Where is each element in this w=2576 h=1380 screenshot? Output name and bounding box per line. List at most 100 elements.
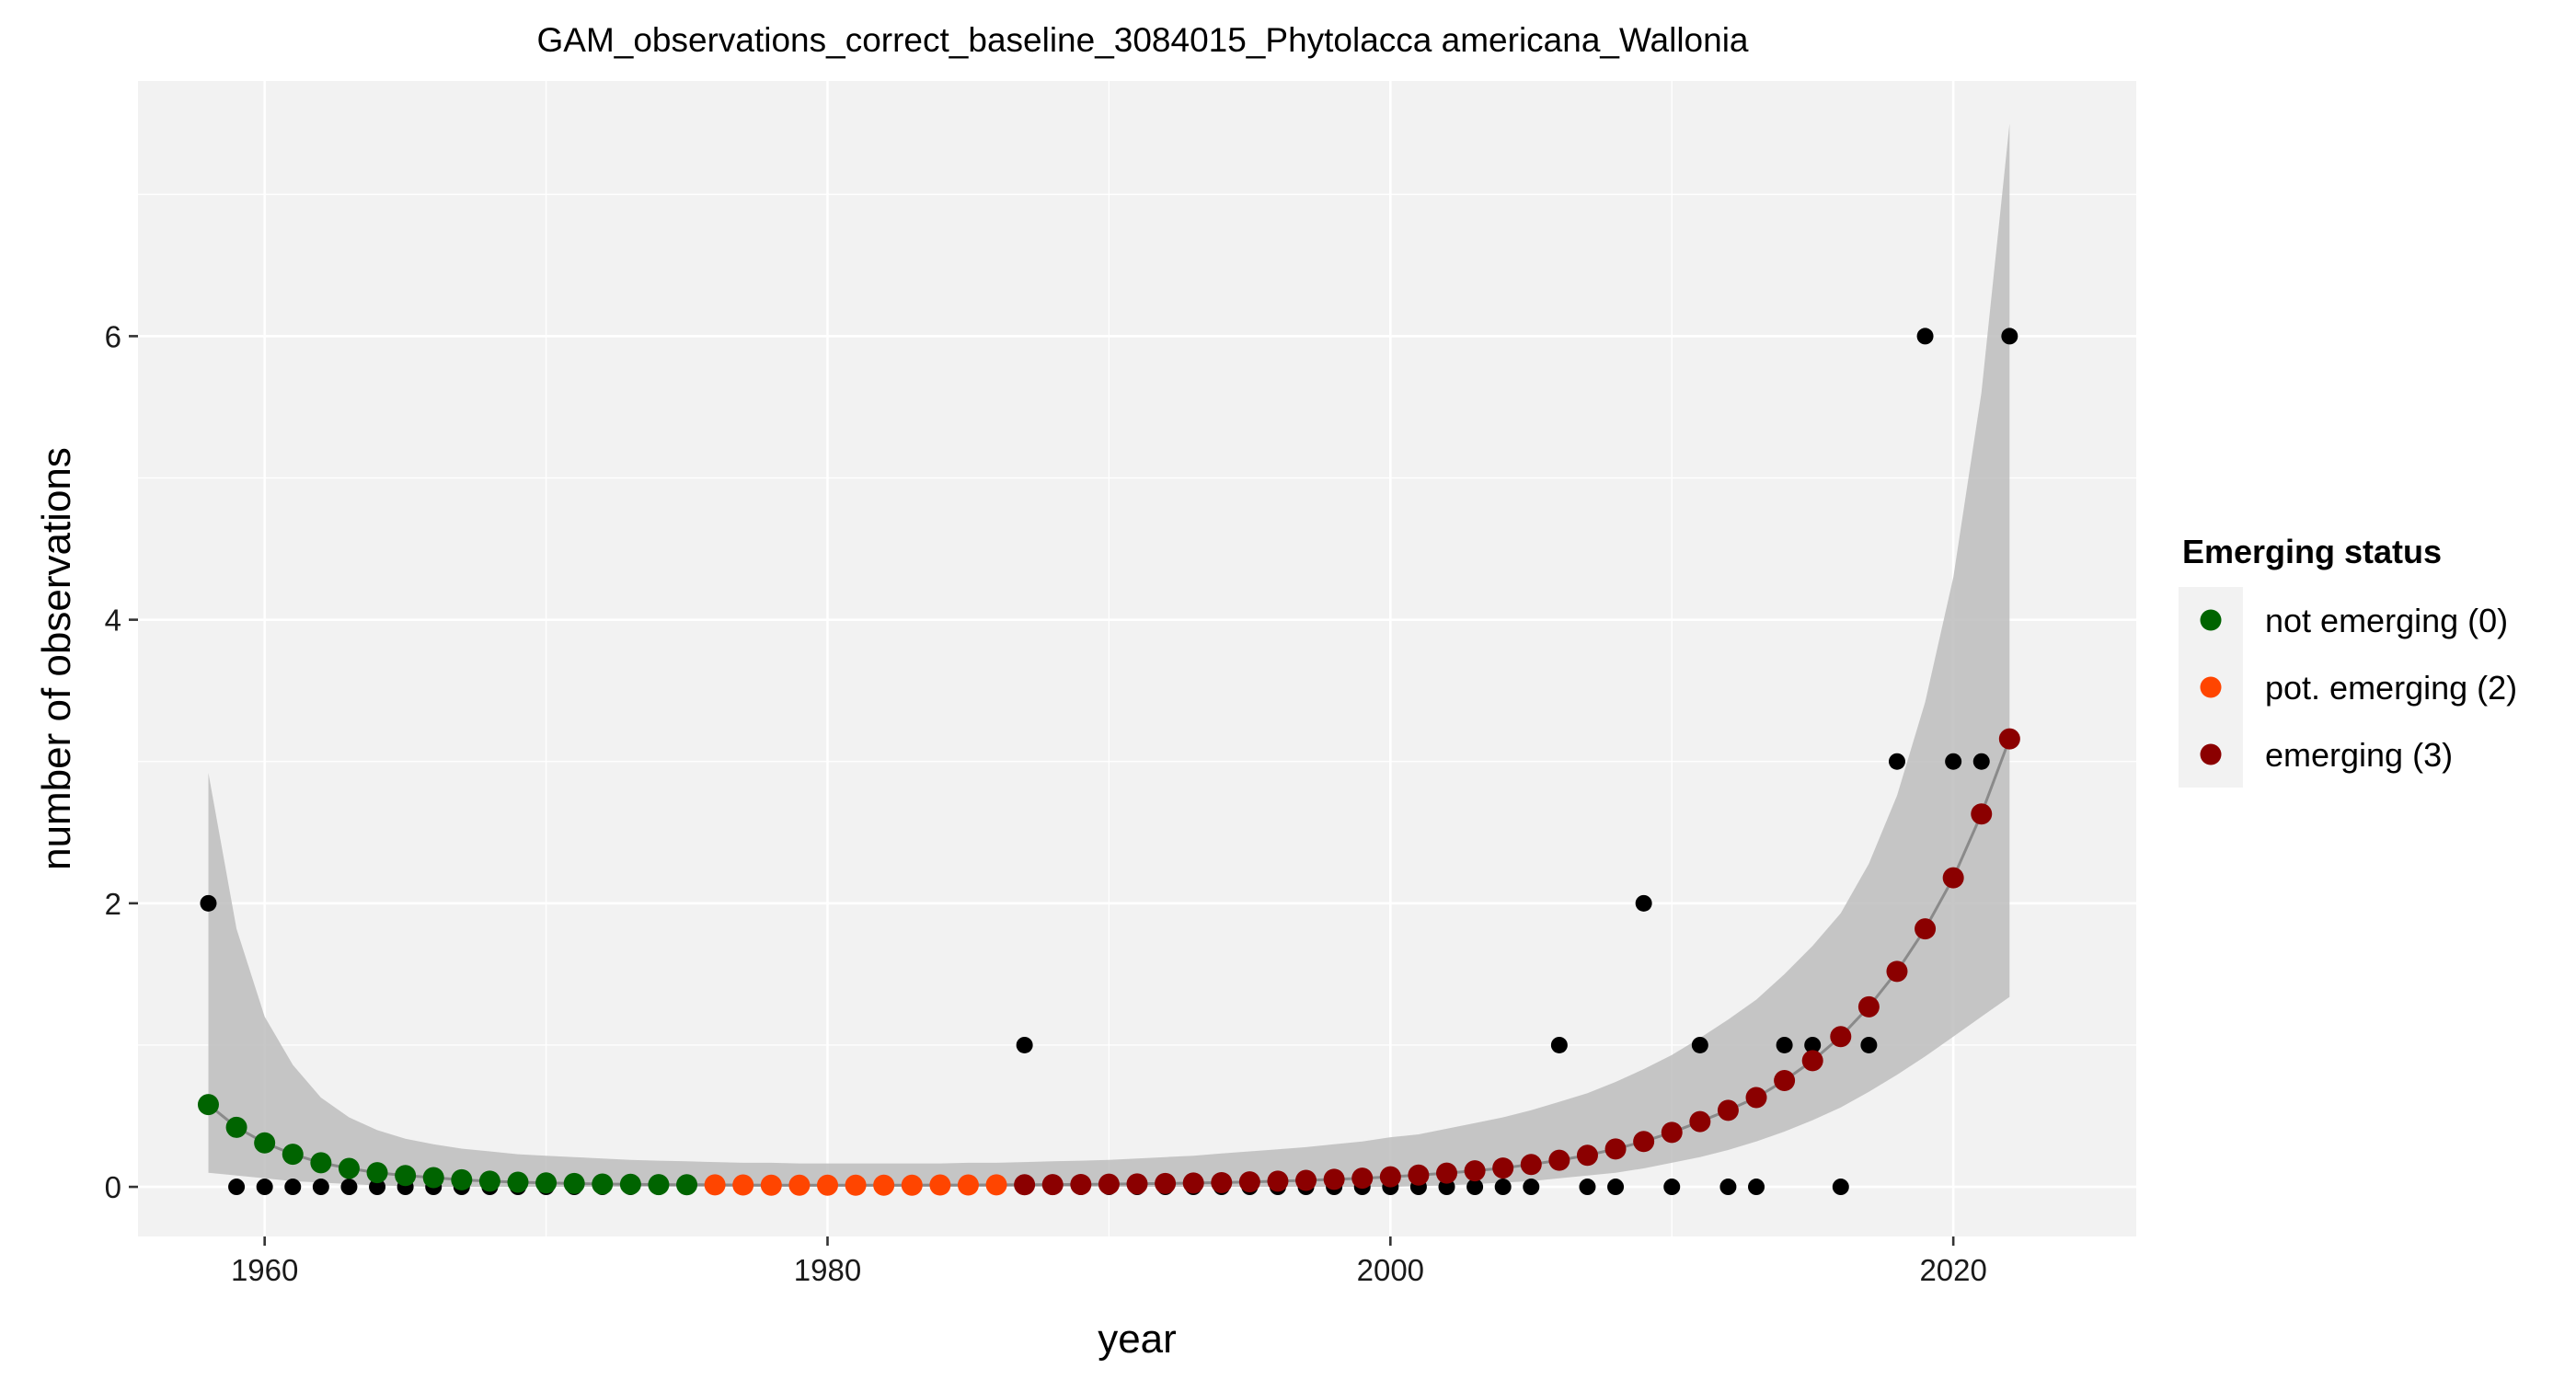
observation-point xyxy=(1691,1036,1708,1053)
pot-emerging-point xyxy=(873,1174,895,1196)
confidence-band xyxy=(208,123,2010,1188)
x-axis-title: year xyxy=(1098,1317,1177,1362)
not-emerging-point xyxy=(619,1173,641,1195)
observation-point xyxy=(1579,1179,1596,1196)
emerging-point xyxy=(1633,1131,1655,1153)
emerging-point xyxy=(1576,1144,1598,1167)
x-tick-label: 1960 xyxy=(231,1253,298,1287)
not-emerging-point xyxy=(592,1173,614,1195)
y-tick-label: 0 xyxy=(105,1170,121,1204)
observation-point xyxy=(1719,1179,1737,1196)
emerging-point xyxy=(1745,1087,1767,1109)
not-emerging-point xyxy=(422,1167,444,1189)
not-emerging-point xyxy=(535,1172,558,1194)
not-emerging-point xyxy=(338,1157,360,1179)
legend-title: Emerging status xyxy=(2182,533,2442,570)
pot-emerging-point xyxy=(816,1174,838,1196)
emerging-point xyxy=(1548,1149,1570,1171)
not-emerging-point xyxy=(648,1174,670,1196)
y-tick-label: 4 xyxy=(105,604,121,638)
observation-point xyxy=(1832,1179,1849,1196)
observation-point xyxy=(1663,1179,1681,1196)
emerging-point xyxy=(1408,1164,1430,1186)
not-emerging-point xyxy=(282,1144,304,1166)
emerging-point xyxy=(1971,803,1993,825)
emerging-point xyxy=(1857,995,1880,1018)
not-emerging-point xyxy=(563,1172,585,1194)
emerging-point xyxy=(1689,1110,1711,1133)
emerging-point xyxy=(1211,1171,1233,1193)
not-emerging-point xyxy=(254,1132,276,1154)
observation-point xyxy=(2001,328,2018,345)
not-emerging-point xyxy=(507,1171,529,1193)
observation-point xyxy=(340,1179,358,1196)
observation-point xyxy=(312,1179,329,1196)
x-tick-label: 1980 xyxy=(794,1253,861,1287)
emerging-point xyxy=(1915,918,1937,940)
observation-point xyxy=(1776,1036,1793,1053)
pot-emerging-point xyxy=(704,1174,726,1196)
observation-point xyxy=(200,894,217,912)
legend-label: emerging (3) xyxy=(2265,736,2453,774)
emerging-point xyxy=(1041,1174,1064,1196)
emerging-point xyxy=(1492,1157,1514,1179)
pot-emerging-point xyxy=(845,1174,867,1196)
not-emerging-point xyxy=(310,1152,332,1174)
observation-point xyxy=(1888,753,1905,770)
emerging-point xyxy=(1886,960,1908,983)
x-tick-label: 2020 xyxy=(1919,1253,1986,1287)
emerging-point xyxy=(1661,1121,1683,1144)
emerging-point xyxy=(1379,1166,1401,1188)
emerging-point xyxy=(1520,1154,1542,1176)
emerging-point xyxy=(1351,1167,1374,1190)
observation-point xyxy=(1945,753,1962,770)
x-tick-label: 2000 xyxy=(1357,1253,1424,1287)
not-emerging-point xyxy=(451,1168,473,1190)
observation-point xyxy=(1916,328,1934,345)
observation-point xyxy=(1607,1179,1625,1196)
emerging-point xyxy=(1998,728,2020,750)
legend: Emerging status not emerging (0) pot. eme… xyxy=(2179,533,2517,788)
legend-label: pot. emerging (2) xyxy=(2265,669,2517,707)
emerging-point xyxy=(1774,1069,1796,1091)
legend-key xyxy=(2200,676,2222,698)
observation-point xyxy=(1748,1179,1765,1196)
not-emerging-point xyxy=(197,1094,219,1116)
pot-emerging-point xyxy=(760,1174,782,1196)
y-tick-label: 6 xyxy=(105,319,121,353)
observation-point xyxy=(1466,1179,1484,1196)
observation-point xyxy=(1860,1036,1878,1053)
observation-point xyxy=(1804,1036,1822,1053)
legend-items: not emerging (0) pot. emerging (2) emergin… xyxy=(2179,587,2517,788)
emerging-point xyxy=(1801,1050,1823,1072)
not-emerging-point xyxy=(395,1165,417,1187)
pot-emerging-point xyxy=(929,1174,951,1196)
not-emerging-point xyxy=(366,1162,388,1184)
pot-emerging-point xyxy=(957,1174,979,1196)
observation-point xyxy=(228,1179,246,1196)
legend-key xyxy=(2200,743,2222,765)
emerging-point xyxy=(1323,1168,1345,1190)
emerging-point xyxy=(1717,1099,1739,1121)
observation-point xyxy=(1550,1036,1568,1053)
pot-emerging-point xyxy=(901,1174,923,1196)
emerging-point xyxy=(1464,1160,1486,1182)
y-tick-label: 2 xyxy=(105,887,121,921)
axes: 1960 1980 2000 2020 0 2 4 6 xyxy=(105,319,1987,1287)
emerging-point xyxy=(1436,1162,1458,1184)
emerging-point xyxy=(1070,1173,1092,1195)
emerging-point xyxy=(1126,1173,1148,1195)
emerging-point xyxy=(1155,1172,1177,1194)
emerging-point xyxy=(1238,1171,1260,1193)
emerging-point xyxy=(1942,867,1964,889)
chart-title: GAM_observations_correct_baseline_308401… xyxy=(536,21,1748,59)
observation-point xyxy=(256,1179,273,1196)
legend-key xyxy=(2200,609,2222,631)
emerging-point xyxy=(1295,1169,1317,1191)
not-emerging-point xyxy=(225,1116,247,1138)
emerging-point xyxy=(1098,1173,1120,1195)
pot-emerging-point xyxy=(985,1174,1007,1196)
emerging-point xyxy=(1604,1138,1627,1160)
observation-point xyxy=(1635,894,1652,912)
confidence-band-layer xyxy=(208,123,2010,1188)
